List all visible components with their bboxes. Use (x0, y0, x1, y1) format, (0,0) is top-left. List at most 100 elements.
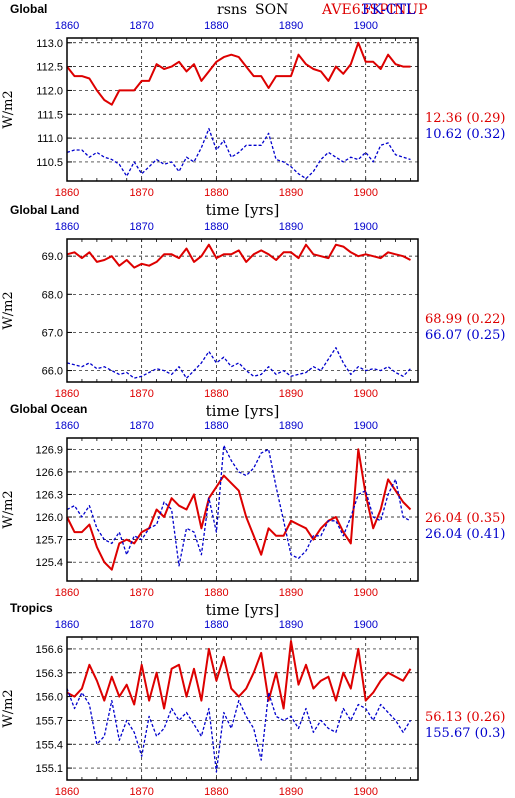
y-tick-label: 110.5 (36, 157, 63, 169)
x-axis-label: time [yrs] (206, 402, 280, 420)
top-x-tick-label: 1900 (353, 619, 377, 631)
y-tick-label: 111.0 (37, 133, 63, 145)
series-stat-label: 66.07 (0.25) (425, 328, 505, 343)
series-stat-label: 56.13 (0.26) (425, 710, 505, 725)
top-x-tick-label: 1870 (129, 20, 153, 32)
panel-title: Global Ocean (10, 402, 87, 416)
x-tick-label: 1870 (129, 587, 153, 599)
header-run-blue: FK-CTL (362, 2, 415, 18)
top-x-tick-label: 1860 (55, 420, 79, 432)
y-tick-label: 126.0 (35, 512, 63, 524)
top-x-tick-label: 1890 (279, 20, 303, 32)
panel-title: Global Land (10, 203, 79, 217)
x-axis-label: time [yrs] (206, 601, 280, 619)
top-x-tick-label: 1890 (279, 221, 303, 233)
x-tick-label: 1900 (353, 786, 377, 798)
x-tick-label: 1860 (55, 388, 79, 400)
top-x-tick-label: 1890 (279, 420, 303, 432)
series-line-red (66, 41, 411, 106)
series-stat-label: 12.36 (0.29) (425, 111, 505, 126)
x-tick-label: 1890 (279, 587, 303, 599)
series-line-red (66, 640, 412, 710)
top-x-tick-label: 1870 (129, 420, 153, 432)
series-line-blue (66, 444, 411, 567)
y-tick-label: 68.0 (42, 289, 63, 301)
y-tick-label: 155.4 (35, 739, 63, 751)
x-tick-label: 1860 (55, 187, 79, 199)
y-tick-label: 126.9 (35, 444, 63, 456)
x-axis-label: time [yrs] (206, 201, 280, 219)
y-tick-label: 67.0 (42, 327, 63, 339)
x-tick-label: 1870 (129, 388, 153, 400)
y-axis-label: W/m2 (1, 689, 16, 727)
top-x-tick-label: 1870 (129, 221, 153, 233)
top-x-tick-label: 1870 (129, 619, 153, 631)
panel-2: Global Ocean 1860 1870 1880 1890 1900 1860 1870… (1, 402, 505, 619)
top-x-tick-label: 1880 (204, 619, 228, 631)
top-x-tick-label: 1900 (353, 420, 377, 432)
series-stat-label: 155.67 (0.3) (425, 726, 505, 741)
top-x-tick-label: 1860 (55, 221, 79, 233)
plot-frame (66, 238, 419, 383)
x-tick-label: 1890 (279, 388, 303, 400)
x-tick-label: 1880 (204, 388, 228, 400)
y-tick-label: 112.0 (36, 85, 63, 97)
x-tick-label: 1870 (129, 786, 153, 798)
y-tick-label: 69.0 (42, 251, 63, 263)
x-tick-label: 1870 (129, 187, 153, 199)
series-stat-label: 26.04 (0.35) (425, 511, 505, 526)
y-axis-label: W/m2 (1, 90, 16, 128)
header-season: SON (255, 2, 288, 18)
top-x-tick-label: 1890 (279, 619, 303, 631)
series-line-blue (66, 127, 411, 180)
top-x-tick-label: 1880 (204, 420, 228, 432)
plot-frame (66, 37, 419, 182)
series-line-red (66, 243, 411, 269)
series-line-blue (66, 688, 412, 773)
x-tick-label: 1880 (204, 786, 228, 798)
y-tick-label: 111.5 (37, 109, 63, 121)
series-stat-label: 10.62 (0.32) (425, 127, 505, 142)
top-x-tick-label: 1880 (204, 20, 228, 32)
panel-title: Global (10, 2, 47, 16)
series-line-red (66, 448, 412, 571)
top-x-tick-label: 1900 (353, 221, 377, 233)
y-tick-label: 156.3 (35, 668, 63, 680)
x-tick-label: 1860 (55, 587, 79, 599)
y-tick-label: 66.0 (42, 366, 63, 378)
series-stat-label: 26.04 (0.41) (425, 527, 505, 542)
x-tick-label: 1880 (204, 187, 228, 199)
top-x-tick-label: 1860 (55, 20, 79, 32)
y-tick-label: 155.7 (35, 715, 63, 727)
top-x-tick-label: 1900 (353, 20, 377, 32)
y-tick-label: 126.6 (35, 467, 63, 479)
series-line-blue (66, 347, 411, 379)
y-axis-label: W/m2 (1, 490, 16, 528)
y-tick-label: 156.0 (35, 692, 63, 704)
plot-frame (66, 437, 419, 582)
top-x-tick-label: 1860 (55, 619, 79, 631)
x-tick-label: 1880 (204, 587, 228, 599)
x-tick-label: 1900 (353, 388, 377, 400)
series-stat-label: 68.99 (0.22) (425, 312, 505, 327)
top-x-tick-label: 1880 (204, 221, 228, 233)
y-tick-label: 126.3 (35, 489, 63, 501)
header-variable: rsns (217, 2, 247, 18)
panel-title: Tropics (10, 601, 53, 615)
y-tick-label: 112.5 (36, 62, 63, 74)
x-tick-label: 1890 (279, 786, 303, 798)
header-run-red: AVE63SPINUP (321, 2, 428, 18)
y-tick-label: 113.0 (36, 38, 63, 50)
plot-frame (66, 636, 419, 781)
y-tick-label: 125.7 (35, 535, 63, 547)
x-tick-label: 1860 (55, 786, 79, 798)
y-tick-label: 156.6 (35, 644, 63, 656)
y-axis-label: W/m2 (1, 291, 16, 329)
x-tick-label: 1890 (279, 187, 303, 199)
y-tick-label: 155.1 (35, 763, 63, 775)
x-tick-label: 1900 (353, 187, 377, 199)
panel-1: Global Land 1860 1870 1880 1890 1900 1860 1870 1… (1, 203, 505, 420)
x-tick-label: 1900 (353, 587, 377, 599)
panel-0: Global 1860 1870 1880 1890 1900 1860 1870 1880 18… (1, 2, 505, 219)
